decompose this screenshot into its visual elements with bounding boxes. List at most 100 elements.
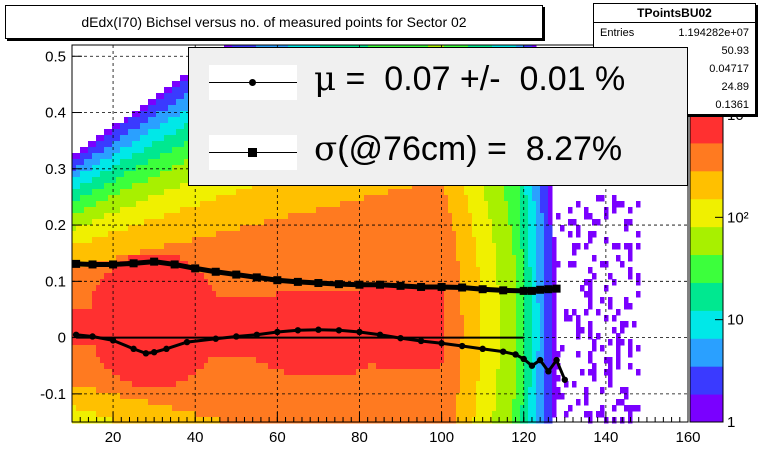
x-tick-label: 40 bbox=[187, 429, 204, 446]
data-point-circle bbox=[459, 343, 465, 349]
mu-value-text: = 0.07 +/- 0.01 % bbox=[336, 60, 625, 98]
data-point-square bbox=[355, 281, 363, 289]
x-tick-label: 60 bbox=[269, 429, 286, 446]
data-point-square bbox=[397, 282, 405, 290]
stats-value: 24.89 bbox=[721, 78, 749, 96]
data-point-circle bbox=[545, 368, 551, 374]
data-point-circle bbox=[274, 329, 280, 335]
data-point-square bbox=[438, 283, 446, 291]
data-point-square bbox=[273, 276, 281, 284]
data-point-circle bbox=[184, 339, 190, 345]
data-point-circle bbox=[479, 346, 485, 352]
data-point-circle bbox=[151, 349, 157, 355]
data-point-circle bbox=[377, 332, 383, 338]
y-tick-label: 0.1 bbox=[45, 273, 66, 290]
data-point-square bbox=[191, 264, 199, 272]
square-marker-icon bbox=[248, 148, 257, 157]
colorbar-segment bbox=[690, 366, 723, 394]
data-point-circle bbox=[500, 348, 506, 354]
colorbar-label: 10 bbox=[727, 312, 744, 329]
chart-title-box: dEdx(I70) Bichsel versus no. of measured… bbox=[5, 5, 543, 39]
x-tick-label: 100 bbox=[429, 429, 454, 446]
stats-row: Entries 1.194282e+07 bbox=[594, 24, 749, 42]
data-point-circle bbox=[254, 332, 260, 338]
y-tick-label: 0.4 bbox=[45, 105, 66, 122]
data-point-circle bbox=[336, 327, 342, 333]
data-point-circle bbox=[438, 340, 444, 346]
data-point-square bbox=[109, 260, 117, 268]
colorbar-label: 10² bbox=[727, 209, 749, 226]
data-point-square bbox=[212, 268, 220, 276]
data-point-square bbox=[520, 287, 528, 295]
data-point-circle bbox=[553, 357, 559, 363]
colorbar-segment bbox=[690, 310, 723, 338]
data-point-square bbox=[72, 260, 80, 268]
data-point-circle bbox=[418, 338, 424, 344]
data-point-square bbox=[458, 284, 466, 292]
sigma-symbol: σ bbox=[314, 129, 337, 169]
stats-histogram-name: TPointsBU02 bbox=[594, 4, 755, 23]
data-point-square bbox=[528, 287, 536, 295]
data-point-circle bbox=[397, 335, 403, 341]
y-tick-label: 0.3 bbox=[45, 161, 66, 178]
colorbar-segment bbox=[690, 199, 723, 227]
stats-value: 0.1361 bbox=[715, 96, 749, 114]
colorbar-segment bbox=[690, 282, 723, 310]
colorbar-segment bbox=[690, 143, 723, 171]
colorbar-segment bbox=[690, 255, 723, 283]
data-point-square bbox=[376, 281, 384, 289]
data-point-circle bbox=[73, 332, 79, 338]
colorbar-segment bbox=[690, 227, 723, 255]
colorbar-segment bbox=[690, 115, 723, 143]
x-tick-label: 120 bbox=[511, 429, 536, 446]
data-point-circle bbox=[537, 357, 543, 363]
colorbar-segment bbox=[690, 394, 723, 422]
data-point-circle bbox=[356, 329, 362, 335]
data-point-square bbox=[253, 273, 261, 281]
data-point-circle bbox=[233, 333, 239, 339]
data-point-square bbox=[417, 283, 425, 291]
data-point-circle bbox=[512, 351, 518, 357]
data-point-circle bbox=[529, 363, 535, 369]
data-point-square bbox=[553, 285, 561, 293]
legend-label-mu: μ = 0.07 +/- 0.01 % bbox=[314, 59, 625, 99]
y-tick-label: 0 bbox=[58, 330, 66, 347]
legend-box: μ = 0.07 +/- 0.01 % σ(@76cm) = 8.27% bbox=[188, 47, 688, 186]
data-point-circle bbox=[295, 327, 301, 333]
data-point-square bbox=[89, 260, 97, 268]
legend-swatch-mu bbox=[209, 65, 297, 100]
colorbar-segment bbox=[690, 171, 723, 199]
colorbar-segment bbox=[690, 338, 723, 366]
legend-swatch-sigma bbox=[209, 135, 297, 170]
stats-value: 50.93 bbox=[721, 42, 749, 60]
data-point-circle bbox=[89, 333, 95, 339]
data-point-square bbox=[479, 285, 487, 293]
legend-entry-mu: μ = 0.07 +/- 0.01 % bbox=[189, 53, 687, 113]
data-point-circle bbox=[315, 327, 321, 333]
legend-label-sigma: σ(@76cm) = 8.27% bbox=[314, 129, 622, 169]
mu-symbol: μ bbox=[314, 59, 336, 99]
data-point-square bbox=[294, 278, 302, 286]
data-point-square bbox=[544, 285, 552, 293]
colorbar-label: 1 bbox=[727, 414, 735, 431]
data-point-circle bbox=[521, 356, 527, 362]
data-point-square bbox=[130, 259, 138, 267]
y-tick-label: 0.5 bbox=[45, 48, 66, 65]
data-point-square bbox=[499, 286, 507, 294]
data-point-square bbox=[335, 280, 343, 288]
sigma-value-text: (@76cm) = 8.27% bbox=[337, 130, 622, 168]
data-point-circle bbox=[110, 337, 116, 343]
data-point-square bbox=[171, 260, 179, 268]
stats-label: Entries bbox=[600, 24, 634, 42]
data-point-square bbox=[232, 271, 240, 279]
x-tick-label: 160 bbox=[675, 429, 700, 446]
data-point-circle bbox=[213, 336, 219, 342]
data-point-circle bbox=[163, 346, 169, 352]
stats-value: 0.04717 bbox=[709, 60, 749, 78]
data-point-circle bbox=[562, 377, 568, 383]
y-tick-label: -0.1 bbox=[40, 386, 66, 403]
data-point-square bbox=[150, 258, 158, 266]
data-point-circle bbox=[130, 346, 136, 352]
